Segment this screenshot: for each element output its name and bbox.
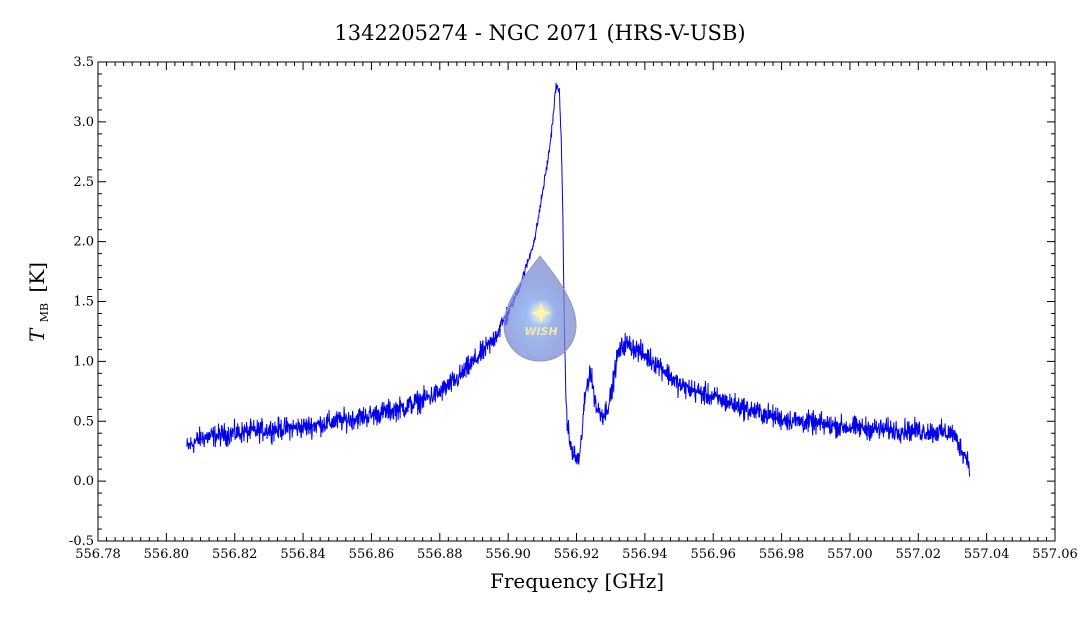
y-label-main: T bbox=[25, 327, 49, 342]
y-tick-label: 1.0 bbox=[73, 354, 94, 369]
y-axis-label: T MB [K] bbox=[25, 262, 53, 342]
y-tick-label: 1.5 bbox=[73, 295, 94, 310]
x-tick-labels: 556.78 556.80 556.82 556.84 556.86 556.88 556.… bbox=[75, 547, 1078, 562]
y-tick-label: 0.5 bbox=[73, 414, 94, 429]
x-tick-label: 556.90 bbox=[485, 547, 531, 562]
x-tick-label: 556.94 bbox=[622, 547, 668, 562]
wish-logo: WISH bbox=[503, 255, 577, 362]
x-tick-label: 557.04 bbox=[964, 547, 1010, 562]
star-icon bbox=[531, 302, 551, 324]
x-tick-label: 556.86 bbox=[349, 547, 395, 562]
series-group bbox=[186, 82, 971, 477]
x-tick-label: 557.02 bbox=[896, 547, 942, 562]
x-tick-label: 556.80 bbox=[144, 547, 190, 562]
x-tick-label: 556.78 bbox=[75, 547, 121, 562]
spectrum-line bbox=[186, 82, 971, 477]
x-tick-label: 557.06 bbox=[1032, 547, 1078, 562]
y-tick-label: 3.5 bbox=[73, 55, 94, 70]
svg-text:T MB [K]: T MB [K] bbox=[25, 262, 53, 342]
x-tick-label: 556.96 bbox=[690, 547, 736, 562]
x-tick-label: 556.98 bbox=[759, 547, 805, 562]
plot-frame bbox=[97, 61, 1056, 542]
chart-title: 1342205274 - NGC 2071 (HRS-V-USB) bbox=[334, 21, 745, 45]
y-tick-label: 2.5 bbox=[73, 175, 94, 190]
axis-ticks bbox=[97, 61, 1056, 542]
y-tick-label: 2.0 bbox=[73, 235, 94, 250]
x-tick-label: 557.00 bbox=[827, 547, 873, 562]
x-axis-label: Frequency [GHz] bbox=[490, 569, 664, 593]
x-tick-label: 556.88 bbox=[417, 547, 463, 562]
y-tick-label: -0.5 bbox=[69, 534, 94, 549]
x-tick-label: 556.82 bbox=[212, 547, 258, 562]
y-tick-label: 3.0 bbox=[73, 115, 94, 130]
y-tick-labels: -0.5 0.0 0.5 1.0 1.5 2.0 2.5 3.0 3.5 bbox=[69, 55, 94, 549]
x-tick-label: 556.84 bbox=[280, 547, 326, 562]
y-tick-label: 0.0 bbox=[73, 474, 94, 489]
x-tick-label: 556.92 bbox=[554, 547, 600, 562]
logo-text: WISH bbox=[524, 325, 557, 338]
y-label-unit: [K] bbox=[25, 262, 49, 293]
y-label-sub: MB bbox=[38, 303, 51, 322]
